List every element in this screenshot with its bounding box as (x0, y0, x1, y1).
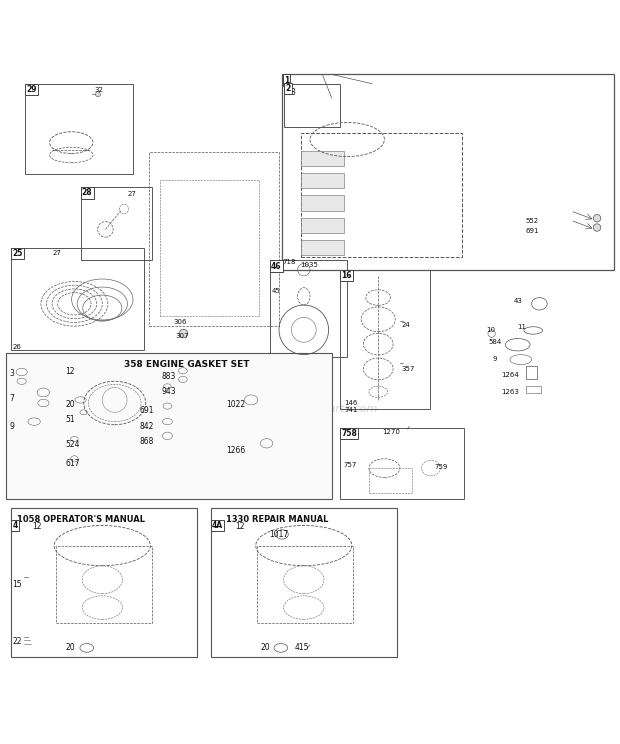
Text: 691: 691 (526, 228, 539, 234)
Bar (369, 468, 412, 493)
Text: 43: 43 (513, 298, 522, 304)
Bar (257, 545, 353, 623)
Bar (301, 196, 344, 211)
Text: 146: 146 (344, 400, 358, 406)
Text: 358 ENGINE GASKET SET: 358 ENGINE GASKET SET (124, 359, 249, 368)
Text: 7: 7 (9, 394, 14, 403)
Text: 741: 741 (344, 407, 358, 413)
Bar (301, 173, 344, 188)
Text: 10: 10 (487, 327, 496, 333)
Bar (56, 545, 152, 623)
Text: 1270: 1270 (383, 429, 401, 435)
Text: 1017: 1017 (270, 530, 289, 539)
Bar (211, 508, 397, 657)
Text: 15: 15 (12, 580, 22, 589)
Text: 46: 46 (271, 262, 281, 271)
Text: 691: 691 (140, 406, 154, 415)
Text: 617: 617 (65, 459, 79, 468)
Text: 3: 3 (290, 88, 295, 97)
Text: 1264: 1264 (501, 372, 519, 378)
Circle shape (593, 214, 601, 222)
Text: 22: 22 (12, 637, 22, 646)
Text: 584: 584 (489, 339, 502, 344)
Text: 27: 27 (127, 191, 136, 197)
Bar (526, 366, 537, 379)
Bar (160, 180, 259, 316)
Text: 16: 16 (341, 271, 352, 280)
Text: 32: 32 (94, 87, 103, 93)
Bar (282, 74, 614, 269)
Text: 12: 12 (236, 522, 245, 531)
Text: 4A: 4A (212, 521, 223, 530)
Text: 11: 11 (518, 324, 527, 330)
Text: 524: 524 (65, 440, 79, 449)
Bar (301, 217, 344, 233)
Text: 20: 20 (65, 643, 75, 652)
Text: 20: 20 (260, 643, 270, 652)
Text: 758: 758 (341, 429, 357, 438)
Bar (284, 83, 340, 127)
Text: 1058 OPERATOR'S MANUAL: 1058 OPERATOR'S MANUAL (17, 515, 145, 524)
Bar (6, 353, 332, 499)
Text: 1035: 1035 (301, 262, 319, 268)
Text: 1330 REPAIR MANUAL: 1330 REPAIR MANUAL (226, 515, 329, 524)
Text: 20: 20 (65, 400, 75, 409)
Text: 415: 415 (294, 643, 309, 652)
Text: 883: 883 (161, 372, 175, 381)
Text: 51: 51 (65, 415, 75, 424)
Bar (81, 187, 152, 260)
Text: 2: 2 (285, 84, 290, 93)
Text: 28: 28 (82, 188, 92, 197)
Text: 12: 12 (65, 367, 74, 376)
Bar (526, 385, 541, 393)
Text: 306: 306 (174, 319, 187, 325)
Text: 29: 29 (26, 85, 37, 94)
Text: 9: 9 (493, 356, 497, 362)
Bar (301, 133, 462, 257)
Text: 3: 3 (9, 369, 14, 378)
Bar (149, 152, 279, 326)
Text: 1266: 1266 (226, 446, 246, 455)
Text: 759: 759 (434, 464, 448, 469)
Bar (340, 269, 430, 409)
Text: 9: 9 (9, 422, 14, 431)
Text: 718: 718 (283, 259, 296, 265)
Text: 868: 868 (140, 437, 154, 446)
Bar (11, 508, 197, 657)
Text: 25: 25 (12, 249, 23, 258)
Text: 26: 26 (12, 344, 21, 350)
Bar (11, 248, 144, 350)
Text: 45: 45 (272, 288, 281, 295)
Text: 552: 552 (526, 218, 539, 224)
Text: 1263: 1263 (501, 389, 519, 395)
Bar (25, 84, 133, 173)
Text: 27: 27 (53, 250, 61, 256)
Text: 24: 24 (402, 322, 410, 328)
Text: 307: 307 (175, 333, 189, 339)
Circle shape (593, 224, 601, 231)
Text: 357: 357 (402, 366, 415, 372)
Text: 1: 1 (284, 76, 289, 85)
Circle shape (179, 329, 188, 338)
Text: eReplacementParts.com: eReplacementParts.com (242, 404, 378, 414)
Text: 842: 842 (140, 422, 154, 431)
Bar (301, 240, 344, 255)
Bar (301, 150, 344, 166)
Bar (270, 260, 347, 356)
Text: 1022: 1022 (226, 400, 246, 409)
Text: 4: 4 (12, 521, 17, 530)
Text: 12: 12 (32, 522, 42, 531)
Bar (340, 428, 464, 499)
Text: 757: 757 (343, 462, 357, 468)
Text: 943: 943 (161, 388, 176, 397)
Circle shape (95, 92, 100, 97)
